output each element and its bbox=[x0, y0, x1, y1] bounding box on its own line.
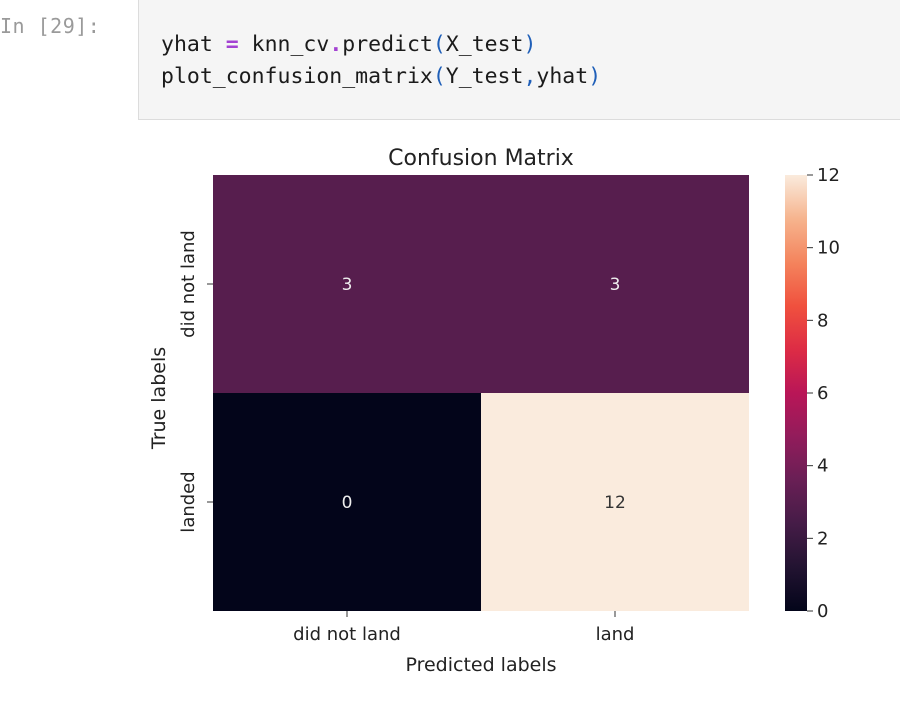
code-token: ( bbox=[432, 64, 446, 89]
colorbar bbox=[785, 175, 807, 611]
heatmap-cell bbox=[481, 175, 749, 393]
colorbar-tick-label: 2 bbox=[817, 528, 828, 549]
code-token: yhat bbox=[536, 64, 589, 89]
code-token: ) bbox=[523, 32, 537, 57]
x-tick-label: land bbox=[596, 624, 635, 645]
cell-value-label: 3 bbox=[342, 275, 353, 295]
colorbar-tick-label: 6 bbox=[817, 383, 828, 404]
heatmap-cell bbox=[213, 175, 481, 393]
y-tick-label: did not land bbox=[178, 230, 199, 338]
colorbar-ticks: 0 2 4 6 8 10 12 bbox=[807, 165, 840, 622]
confusion-matrix-chart: Confusion Matrix 3 30 12 did not land land … bbox=[148, 146, 840, 676]
heatmap-cell bbox=[213, 393, 481, 611]
y-axis: did not land landed bbox=[178, 230, 213, 533]
code-token: X_test bbox=[445, 32, 524, 57]
code-cell[interactable]: yhat = knn_cv.predict(X_test) plot_confu… bbox=[138, 0, 900, 120]
x-axis: did not land land bbox=[293, 611, 634, 645]
cell-prompt: In [29]: bbox=[0, 14, 101, 38]
code-token: Y_test bbox=[445, 64, 524, 89]
heatmap-annotations: 3 3 0 12 bbox=[342, 275, 626, 513]
heatmap-cell bbox=[481, 393, 749, 611]
code-token: ) bbox=[588, 64, 602, 89]
code-token: plot_confusion_matrix bbox=[161, 64, 433, 89]
chart-title: Confusion Matrix bbox=[388, 146, 574, 171]
code-token: , bbox=[523, 64, 537, 89]
code-token: . bbox=[329, 32, 343, 57]
y-axis-label: True labels bbox=[148, 347, 170, 450]
heatmap-cells bbox=[213, 175, 749, 611]
colorbar-tick-label: 12 bbox=[817, 165, 840, 186]
code-token: predict bbox=[342, 32, 433, 57]
code-token: = bbox=[225, 32, 239, 57]
code-token: ( bbox=[432, 32, 446, 57]
colorbar-tick-label: 4 bbox=[817, 456, 828, 477]
cell-value-label: 3 bbox=[610, 275, 621, 295]
code-token: knn_cv bbox=[251, 32, 330, 57]
cell-value-label: 12 bbox=[604, 493, 626, 513]
colorbar-tick-label: 0 bbox=[817, 601, 828, 622]
code-token: yhat bbox=[161, 32, 213, 57]
code-line-1: yhat = knn_cv.predict(X_test) bbox=[161, 32, 536, 57]
cell-value-label: 0 bbox=[342, 493, 353, 513]
x-axis-label: Predicted labels bbox=[405, 654, 556, 676]
colorbar-tick-label: 10 bbox=[817, 238, 840, 259]
code-line-2: plot_confusion_matrix(Y_test,yhat) bbox=[161, 64, 601, 89]
y-tick-label: landed bbox=[178, 471, 199, 532]
x-tick-label: did not land bbox=[293, 624, 401, 645]
colorbar-tick-label: 8 bbox=[817, 310, 828, 331]
